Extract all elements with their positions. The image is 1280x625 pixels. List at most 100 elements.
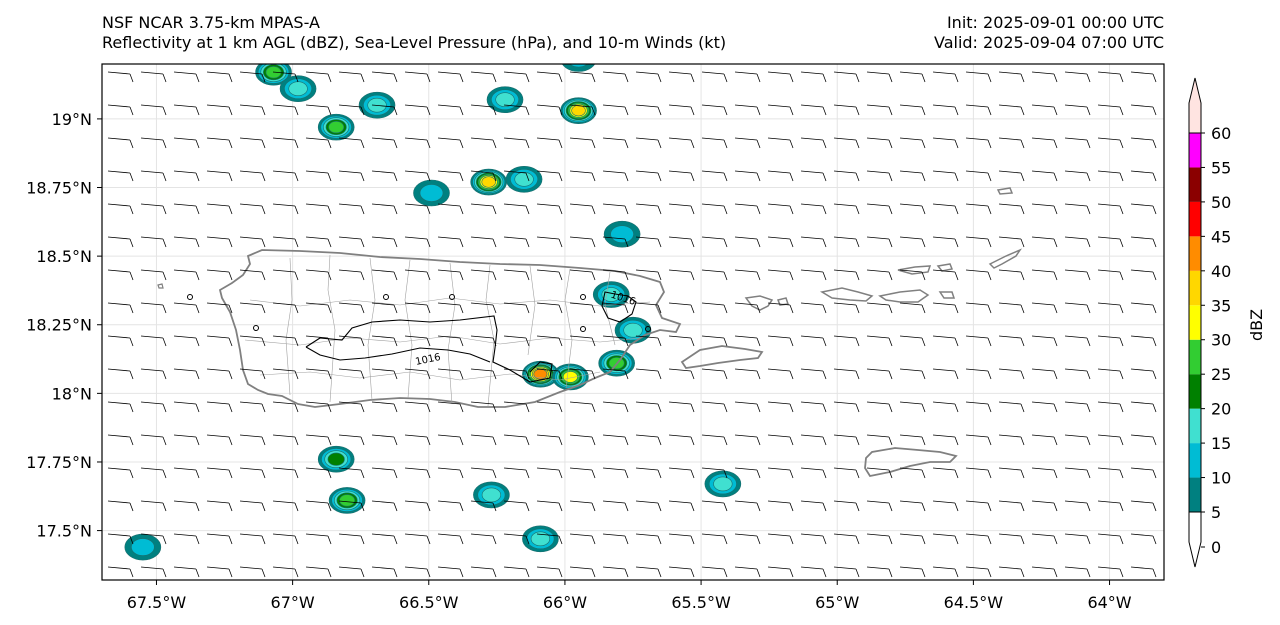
wind-barb (1031, 269, 1058, 281)
wind-barb (173, 104, 200, 116)
wind-barb (932, 335, 959, 347)
wind-barb (1031, 302, 1058, 314)
wind-barb (899, 368, 926, 380)
wind-barb (701, 335, 728, 347)
wind-barb (470, 368, 497, 380)
wind-barb (602, 467, 629, 479)
wind-barb (206, 401, 233, 413)
wind-barb (1031, 401, 1058, 413)
wind-barb (932, 368, 959, 380)
wind-barb (107, 137, 134, 149)
wind-barb (272, 335, 299, 347)
wind-barb (239, 500, 266, 512)
puerto-rico-coastline (218, 249, 682, 408)
wind-barb (305, 500, 332, 512)
wind-barb (998, 533, 1025, 545)
reflectivity-contour (288, 81, 308, 97)
wind-barb (437, 401, 464, 413)
wind-barb (668, 170, 695, 182)
wind-barb (437, 533, 464, 545)
wind-barb (536, 335, 563, 347)
wind-barb (932, 302, 959, 314)
wind-barb (107, 236, 134, 248)
wind-barb (272, 269, 299, 281)
wind-barb (404, 104, 431, 116)
wind-barb (866, 236, 893, 248)
wind-barb (932, 170, 959, 182)
colorbar-tick-label-3: 15 (1211, 434, 1231, 453)
wind-barb (569, 71, 596, 83)
wind-barb (965, 71, 992, 83)
wind-barb (833, 401, 860, 413)
wind-barb (305, 236, 332, 248)
wind-barb (338, 170, 365, 182)
wind-barb (404, 269, 431, 281)
vieques-coastline (680, 345, 764, 369)
wind-barb (1130, 335, 1157, 347)
wind-barb (437, 500, 464, 512)
wind-barb (536, 434, 563, 446)
wind-barb (767, 170, 794, 182)
reflectivity-contour (610, 225, 634, 243)
wind-barb (965, 236, 992, 248)
wind-barb (107, 269, 134, 281)
colorbar-tick-label-7: 35 (1211, 296, 1231, 315)
wind-barb (899, 236, 926, 248)
mona-coastline (157, 283, 164, 289)
wind-barb (1130, 203, 1157, 215)
wind-barb (371, 203, 398, 215)
reflectivity-cell-0 (255, 64, 292, 86)
wind-barb (437, 269, 464, 281)
wind-barb (206, 533, 233, 545)
wind-barb (932, 533, 959, 545)
wind-barb (932, 137, 959, 149)
wind-barb (404, 566, 431, 578)
wind-barb (569, 335, 596, 347)
wind-barb (338, 401, 365, 413)
wind-barb (734, 302, 761, 314)
wind-barb (239, 368, 266, 380)
wind-barb (965, 104, 992, 116)
wind-barb (338, 500, 365, 512)
wind-barb (767, 368, 794, 380)
wind-barb (998, 236, 1025, 248)
wind-barb (272, 500, 299, 512)
wind-barb (1130, 236, 1157, 248)
wind-barb (371, 368, 398, 380)
colorbar-tick-label-4: 20 (1211, 400, 1231, 419)
wind-barb (206, 335, 233, 347)
lon-tick-label-1: 67°W (271, 593, 315, 612)
wind-barb (734, 137, 761, 149)
wind-barb (767, 236, 794, 248)
wind-barb (899, 500, 926, 512)
reflectivity-cell-5 (505, 165, 543, 193)
wind-barb (1064, 467, 1091, 479)
wind-barb (1031, 71, 1058, 83)
wind-barb (569, 269, 596, 281)
wind-barb (767, 533, 794, 545)
colorbar-tick-label-9: 45 (1211, 227, 1231, 246)
wind-barb (1097, 236, 1124, 248)
isobar-1016-west (305, 315, 553, 383)
graticule (102, 64, 1164, 580)
wind-barb (734, 269, 761, 281)
wind-barb (1064, 104, 1091, 116)
wind-barb (668, 566, 695, 578)
colorbar-tick-label-6: 30 (1211, 331, 1231, 350)
wind-barb (998, 467, 1025, 479)
map-frame (101, 63, 1165, 581)
wind-barb (206, 170, 233, 182)
wind-barb (965, 566, 992, 578)
wind-barb (470, 533, 497, 545)
wind-barb (635, 170, 662, 182)
wind-barb (899, 71, 926, 83)
wind-barb (206, 566, 233, 578)
wind-barb (602, 71, 629, 83)
wind-barb (800, 302, 827, 314)
wind-barb (998, 401, 1025, 413)
colorbar-box-50 (1189, 167, 1201, 202)
wind-barb (866, 269, 893, 281)
wind-barb (701, 170, 728, 182)
wind-barb (965, 533, 992, 545)
colorbar-box-15 (1189, 408, 1201, 444)
